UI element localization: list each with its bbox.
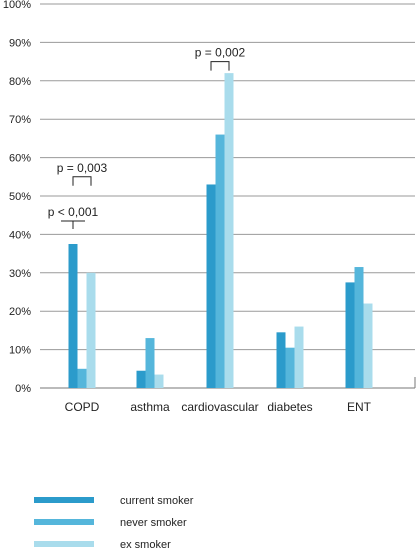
bar xyxy=(345,282,355,388)
bar xyxy=(86,272,96,388)
y-tick-label: 50% xyxy=(9,191,31,203)
bar xyxy=(206,184,216,388)
y-tick-label: 10% xyxy=(9,345,31,357)
bar xyxy=(68,244,78,388)
x-tick-label: ENT xyxy=(347,400,372,414)
y-tick-label: 100% xyxy=(3,0,31,11)
bar xyxy=(154,374,164,388)
x-tick-label: diabetes xyxy=(267,400,312,414)
bars xyxy=(68,73,373,389)
legend-swatch xyxy=(34,519,94,525)
annotations: p < 0,001 p = 0,003 p = 0,002 xyxy=(48,46,246,229)
y-tick-label: 30% xyxy=(9,268,31,280)
y-tick-label: 70% xyxy=(9,114,31,126)
bar xyxy=(294,326,304,388)
annotation-label: p = 0,003 xyxy=(57,161,108,175)
bar xyxy=(276,332,286,388)
legend: current smoker never smoker ex smoker xyxy=(34,495,194,550)
annotation-bracket xyxy=(72,176,92,186)
y-tick-label: 90% xyxy=(9,37,31,49)
y-tick-label: 80% xyxy=(9,76,31,88)
bar xyxy=(77,368,87,388)
x-tick-label: COPD xyxy=(65,400,100,414)
y-tick-label: 20% xyxy=(9,306,31,318)
bar xyxy=(215,134,225,388)
bar xyxy=(285,347,295,388)
y-tick-label: 60% xyxy=(9,153,31,165)
legend-label: current smoker xyxy=(120,495,194,507)
bar xyxy=(354,267,364,388)
bar xyxy=(145,338,155,388)
annotation-bracket xyxy=(210,61,230,71)
x-axis-ticks: COPD asthma cardiovascular diabetes ENT xyxy=(65,400,372,414)
y-tick-label: 0% xyxy=(15,383,31,395)
legend-label: never smoker xyxy=(120,517,187,529)
x-tick-label: asthma xyxy=(130,400,170,414)
y-axis-ticks: 0% 10% 20% 30% 40% 50% 60% 70% 80% 90% 100% xyxy=(3,0,31,395)
legend-swatch xyxy=(34,541,94,547)
annotation-label: p < 0,001 xyxy=(48,205,99,219)
legend-label: ex smoker xyxy=(120,539,171,550)
bar xyxy=(136,370,146,388)
x-tick-label: cardiovascular xyxy=(181,400,258,414)
bar xyxy=(224,73,234,389)
legend-swatch xyxy=(34,497,94,503)
bar xyxy=(363,303,373,388)
y-tick-label: 40% xyxy=(9,229,31,241)
annotation-label: p = 0,002 xyxy=(195,46,246,60)
